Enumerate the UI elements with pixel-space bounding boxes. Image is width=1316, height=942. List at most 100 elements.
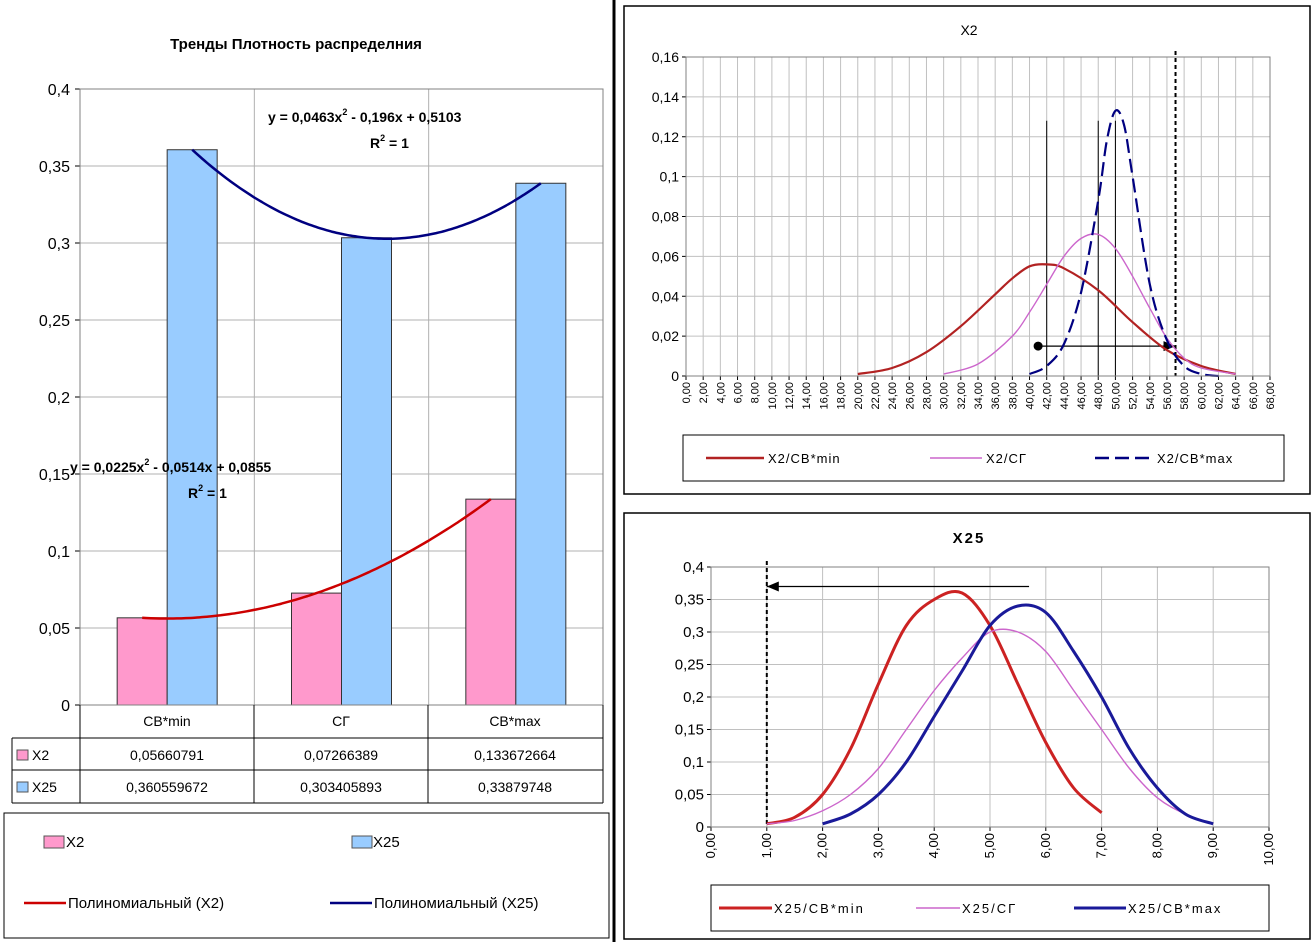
x-tick-label: 24,00 xyxy=(887,382,899,410)
trend-chart-background xyxy=(0,0,612,942)
y-tick-label: 0,35 xyxy=(39,159,70,176)
legend-box xyxy=(3,812,610,939)
x-tick-label: 48,00 xyxy=(1093,382,1105,410)
x25-chart-title: X25 xyxy=(953,530,986,547)
x-tick-label: 58,00 xyxy=(1179,382,1191,410)
series-line-x25-cb-min xyxy=(766,589,1103,826)
series-line-x2-cb-max xyxy=(1029,109,1219,378)
x2-chart-title: X2 xyxy=(960,22,977,38)
x-tick-label: 52,00 xyxy=(1128,382,1140,410)
x25-trend-equation: y = 0,0463x2 - 0,196x + 0,5103 xyxy=(268,107,462,125)
arrow-start-dot xyxy=(1033,341,1043,351)
y-tick-label: 0,14 xyxy=(652,89,679,105)
x-tick-label: 20,00 xyxy=(853,382,865,410)
legend-box xyxy=(710,884,1270,932)
y-tick-label: 0,05 xyxy=(675,787,704,804)
y-tick-label: 0,02 xyxy=(652,328,679,344)
y-tick-label: 0,15 xyxy=(39,467,70,484)
y-tick-label: 0,16 xyxy=(652,49,679,65)
legend-label: X2/CB*max xyxy=(1157,451,1233,466)
x2-density-chart: X2 0 0,02 0,04 0,06 0,08 0,1 0,12 0,14 0,16 0,00… xyxy=(623,5,1311,495)
x-tick-label: 56,00 xyxy=(1162,382,1174,410)
x25-chart-y-ticks: 0 0,05 0,1 0,15 0,2 0,25 0,3 0,35 0,4 xyxy=(675,559,704,836)
y-tick-label: 0,2 xyxy=(683,689,704,706)
legend-label: X2/CB*min xyxy=(768,451,841,466)
table-row-label: X25 xyxy=(32,779,57,795)
table-cell: 0,33879748 xyxy=(478,779,552,795)
table-header-cell: СГ xyxy=(332,713,350,729)
x-tick-label: 36,00 xyxy=(990,382,1002,410)
x-tick-label: 5,00 xyxy=(982,833,997,858)
y-tick-label: 0,2 xyxy=(48,390,70,407)
trend-chart-title: Тренды Плотность распределния xyxy=(170,36,422,53)
bar-x2 xyxy=(291,592,342,706)
x-tick-label: 50,00 xyxy=(1110,382,1122,410)
x-tick-label: 3,00 xyxy=(870,833,885,858)
x-tick-label: 16,00 xyxy=(818,382,830,410)
y-tick-label: 0,05 xyxy=(39,621,70,638)
x-tick-label: 68,00 xyxy=(1265,382,1277,410)
x-tick-label: 2,00 xyxy=(815,833,830,858)
x-tick-label: 34,00 xyxy=(973,382,985,410)
bar-x25 xyxy=(341,237,392,706)
x-tick-label: 60,00 xyxy=(1196,382,1208,410)
x2-chart-border xyxy=(623,5,1311,495)
y-tick-label: 0,25 xyxy=(39,313,70,330)
x-tick-label: 26,00 xyxy=(904,382,916,410)
x-tick-label: 6,00 xyxy=(733,382,745,403)
y-tick-label: 0,35 xyxy=(675,592,704,609)
y-tick-label: 0,06 xyxy=(652,248,679,264)
x-tick-label: 18,00 xyxy=(836,382,848,410)
x-tick-label: 4,00 xyxy=(926,833,941,858)
table-cell: 0,360559672 xyxy=(126,779,208,795)
table-header-cell: СВ*max xyxy=(489,713,540,729)
trendline-x2 xyxy=(142,498,492,620)
x-tick-label: 7,00 xyxy=(1094,833,1109,858)
x-tick-label: 32,00 xyxy=(956,382,968,410)
y-tick-label: 0 xyxy=(696,819,704,836)
x-tick-label: 38,00 xyxy=(1007,382,1019,410)
y-tick-label: 0,3 xyxy=(48,236,70,253)
table-row-label: X2 xyxy=(32,747,49,763)
legend-label: X2/CГ xyxy=(986,451,1027,466)
legend-label: Полиномиальный (X25) xyxy=(374,895,538,912)
x-tick-label: 62,00 xyxy=(1213,382,1225,410)
trend-chart-legend: X2 X25 Полиномиальный (X2) Полиномиальны… xyxy=(3,812,610,939)
y-tick-label: 0,12 xyxy=(652,129,679,145)
trend-chart-y-ticks: 0 0,05 0,1 0,15 0,2 0,25 0,3 0,35 0,4 xyxy=(39,82,70,715)
table-cell: 0,05660791 xyxy=(130,747,204,763)
y-tick-label: 0,4 xyxy=(48,82,70,99)
legend-label: X25/CГ xyxy=(962,901,1017,916)
x2-trend-r2: R2 = 1 xyxy=(188,483,227,501)
x-tick-label: 10,00 xyxy=(767,382,779,410)
x25-chart-legend: X25/CB*min X25/CГ X25/CB*max xyxy=(710,884,1270,932)
y-tick-label: 0,3 xyxy=(683,624,704,641)
x-tick-label: 54,00 xyxy=(1145,382,1157,410)
arrow-head xyxy=(766,581,779,592)
legend-box xyxy=(682,434,1285,482)
y-tick-label: 0,25 xyxy=(675,657,704,674)
legend-key-x25 xyxy=(351,835,373,849)
trend-chart-trendlines xyxy=(142,148,542,620)
x2-chart-x-ticks: 0,00 2,00 4,00 6,00 8,00 10,00 12,00 14,00 16,00… xyxy=(681,382,1277,410)
y-tick-label: 0,1 xyxy=(683,754,704,771)
x-tick-label: 6,00 xyxy=(1038,833,1053,858)
legend-label: Полиномиальный (X2) xyxy=(68,895,224,912)
x25-chart-series xyxy=(766,589,1214,826)
y-tick-label: 0,04 xyxy=(652,288,679,304)
series-line-x2-cг xyxy=(943,233,1236,375)
y-tick-label: 0,4 xyxy=(683,559,704,576)
table-legend-key-x2 xyxy=(16,749,29,761)
legend-label: X25/CB*max xyxy=(1128,901,1222,916)
x-tick-label: 9,00 xyxy=(1205,833,1220,858)
y-tick-label: 0,08 xyxy=(652,209,679,225)
x-tick-label: 1,00 xyxy=(759,833,774,858)
legend-label: X25/CB*min xyxy=(774,901,865,916)
x25-chart-plot-frame xyxy=(710,566,1270,828)
trendline-x25 xyxy=(191,148,542,240)
series-line-x2-cb-min xyxy=(857,263,1236,376)
x2-chart-y-ticks: 0 0,02 0,04 0,06 0,08 0,1 0,12 0,14 0,16 xyxy=(652,49,679,384)
data-table: СВ*min СГ СВ*max X2 X25 0,05660791 0,072… xyxy=(11,705,604,804)
x-tick-label: 42,00 xyxy=(1042,382,1054,410)
